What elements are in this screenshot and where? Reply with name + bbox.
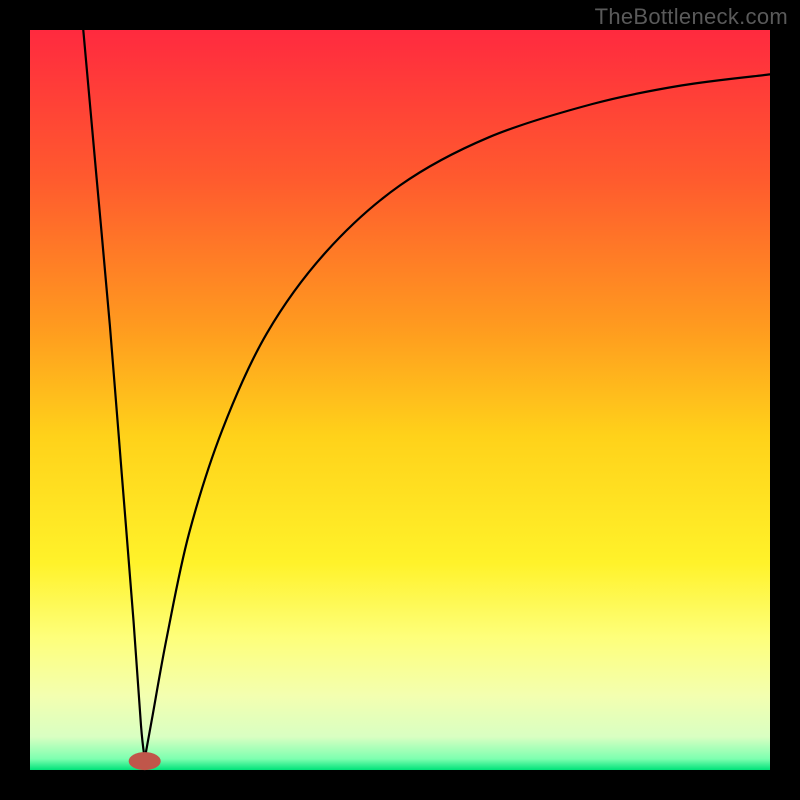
plot-area	[30, 30, 770, 770]
bottleneck-chart	[0, 0, 800, 800]
chart-container: TheBottleneck.com	[0, 0, 800, 800]
watermark-text: TheBottleneck.com	[595, 4, 788, 30]
bottleneck-marker	[129, 752, 161, 770]
